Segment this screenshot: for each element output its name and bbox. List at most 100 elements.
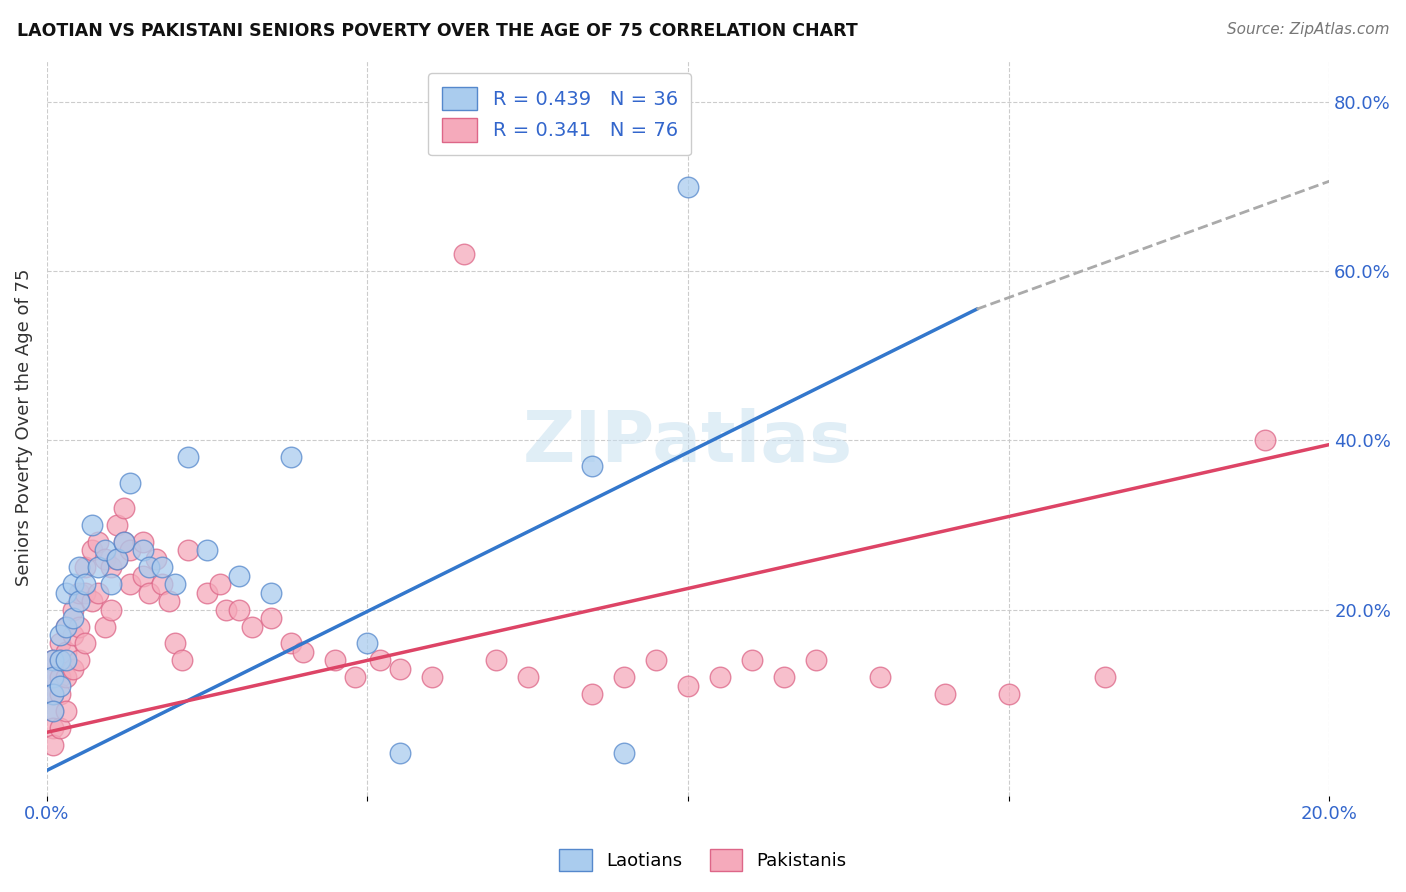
Point: [485, 653, 508, 667]
Point: [62, 577, 84, 591]
Point: [87, 560, 110, 574]
Point: [67, 585, 90, 599]
Point: [676, 179, 699, 194]
Point: [112, 501, 135, 516]
Point: [67, 560, 90, 574]
Point: [75, 585, 97, 599]
Point: [120, 475, 142, 490]
Point: [613, 670, 636, 684]
Point: [997, 687, 1019, 701]
Point: [55, 619, 77, 633]
Point: [93, 543, 115, 558]
Point: [62, 611, 84, 625]
Point: [806, 653, 828, 667]
Point: [42, 670, 65, 684]
Point: [228, 568, 250, 582]
Point: [1254, 434, 1277, 448]
Point: [42, 721, 65, 735]
Point: [55, 645, 77, 659]
Point: [48, 670, 70, 684]
Point: [62, 628, 84, 642]
Text: Source: ZipAtlas.com: Source: ZipAtlas.com: [1226, 22, 1389, 37]
Point: [453, 247, 475, 261]
Point: [100, 602, 122, 616]
Point: [280, 450, 302, 465]
Point: [165, 636, 187, 650]
Point: [145, 551, 167, 566]
Point: [42, 704, 65, 718]
Point: [581, 458, 603, 473]
Point: [356, 636, 378, 650]
Point: [260, 611, 283, 625]
Point: [676, 679, 699, 693]
Point: [177, 543, 200, 558]
Point: [260, 585, 283, 599]
Point: [48, 628, 70, 642]
Point: [869, 670, 891, 684]
Point: [228, 602, 250, 616]
Legend: R = 0.439   N = 36, R = 0.341   N = 76: R = 0.439 N = 36, R = 0.341 N = 76: [429, 73, 692, 155]
Point: [107, 518, 129, 533]
Point: [87, 535, 110, 549]
Point: [150, 577, 173, 591]
Point: [62, 602, 84, 616]
Point: [240, 619, 263, 633]
Point: [215, 602, 238, 616]
Point: [325, 653, 347, 667]
Point: [48, 721, 70, 735]
Point: [62, 662, 84, 676]
Point: [42, 738, 65, 752]
Point: [368, 653, 391, 667]
Point: [613, 747, 636, 761]
Point: [388, 747, 411, 761]
Point: [132, 543, 155, 558]
Point: [420, 670, 443, 684]
Point: [132, 535, 155, 549]
Point: [55, 670, 77, 684]
Point: [48, 636, 70, 650]
Point: [75, 560, 97, 574]
Point: [100, 577, 122, 591]
Point: [48, 653, 70, 667]
Point: [195, 585, 218, 599]
Point: [75, 577, 97, 591]
Point: [645, 653, 668, 667]
Y-axis label: Seniors Poverty Over the Age of 75: Seniors Poverty Over the Age of 75: [15, 268, 32, 586]
Point: [48, 653, 70, 667]
Point: [93, 551, 115, 566]
Point: [48, 687, 70, 701]
Point: [55, 653, 77, 667]
Point: [55, 704, 77, 718]
Point: [120, 543, 142, 558]
Point: [120, 577, 142, 591]
Point: [773, 670, 796, 684]
Text: LAOTIAN VS PAKISTANI SENIORS POVERTY OVER THE AGE OF 75 CORRELATION CHART: LAOTIAN VS PAKISTANI SENIORS POVERTY OVE…: [17, 22, 858, 40]
Point: [388, 662, 411, 676]
Point: [42, 653, 65, 667]
Point: [170, 653, 193, 667]
Point: [516, 670, 538, 684]
Point: [67, 619, 90, 633]
Point: [195, 543, 218, 558]
Point: [87, 585, 110, 599]
Point: [292, 645, 315, 659]
Point: [132, 568, 155, 582]
Point: [150, 560, 173, 574]
Point: [55, 585, 77, 599]
Point: [1094, 670, 1116, 684]
Point: [934, 687, 956, 701]
Point: [75, 636, 97, 650]
Point: [709, 670, 731, 684]
Point: [208, 577, 231, 591]
Point: [67, 653, 90, 667]
Text: ZIPatlas: ZIPatlas: [523, 408, 853, 477]
Point: [100, 560, 122, 574]
Point: [67, 594, 90, 608]
Point: [93, 619, 115, 633]
Point: [107, 551, 129, 566]
Point: [157, 594, 180, 608]
Point: [280, 636, 302, 650]
Point: [42, 670, 65, 684]
Point: [112, 535, 135, 549]
Point: [138, 560, 160, 574]
